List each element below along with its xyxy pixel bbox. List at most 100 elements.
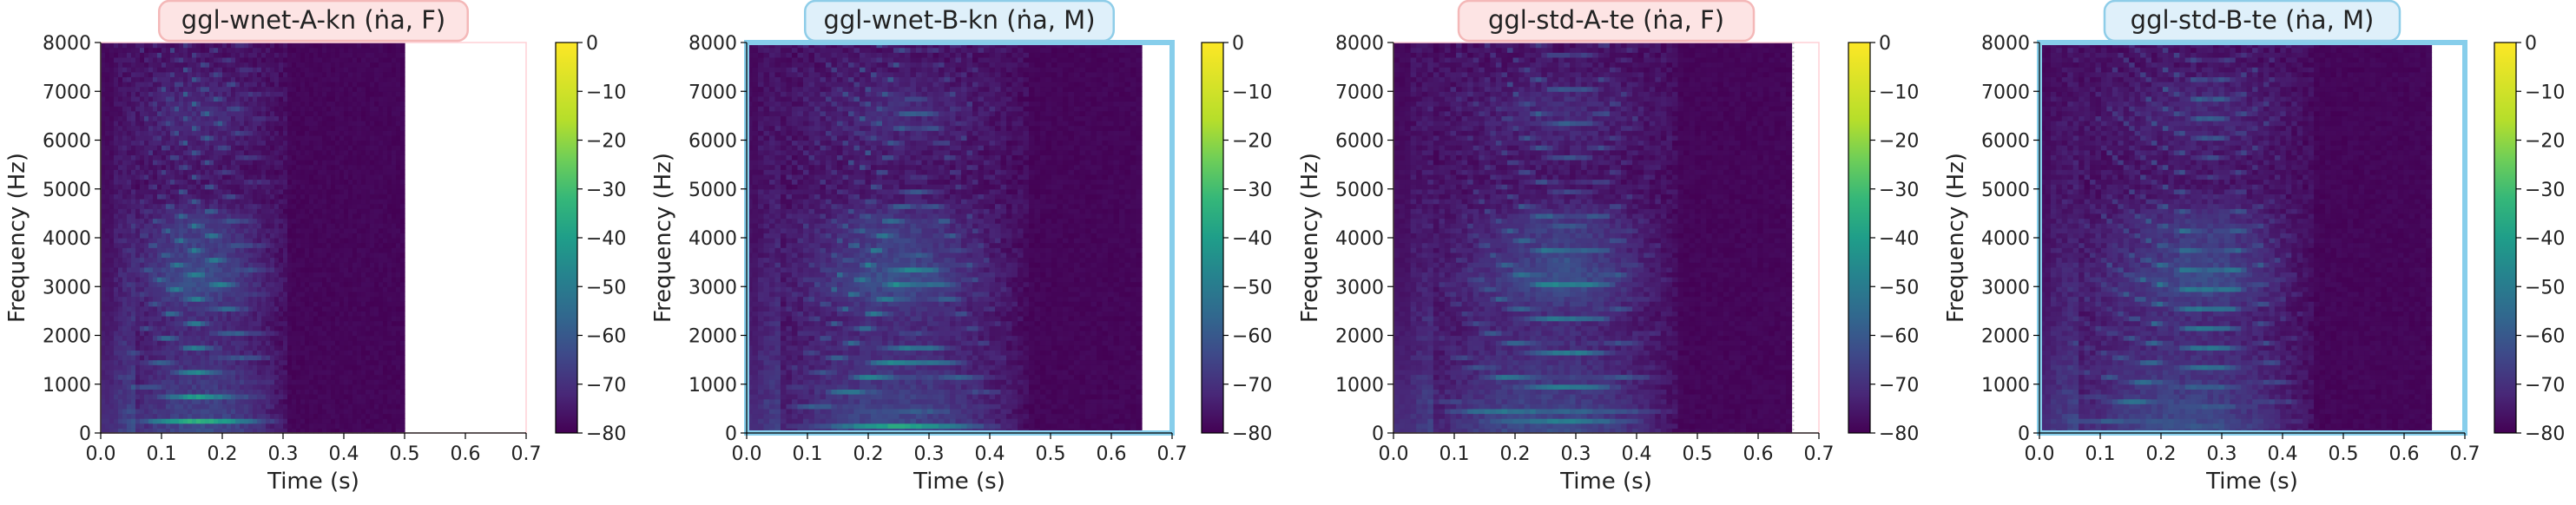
spectrogram-cell [222, 76, 227, 82]
spectrogram-cell [127, 208, 132, 214]
spectrogram-cell [331, 71, 336, 77]
spectrogram-cell [166, 389, 171, 395]
spectrogram-cell [322, 281, 327, 287]
spectrogram-cell [170, 408, 175, 415]
spectrogram-cell [266, 389, 271, 395]
spectrogram-cell [218, 418, 223, 424]
spectrogram-cell [357, 262, 362, 268]
spectrogram-cell [135, 379, 141, 385]
spectrogram-cell [105, 174, 110, 180]
spectrogram-cell [101, 330, 106, 337]
spectrogram-cell [287, 257, 293, 263]
spectrogram-cell [318, 199, 323, 205]
spectrogram-cell [331, 369, 336, 376]
spectrogram-cell [287, 91, 293, 97]
spectrogram-cell [348, 350, 353, 356]
spectrogram-cell [352, 218, 358, 224]
spectrogram-cell [240, 413, 245, 419]
spectrogram-cell [318, 208, 323, 214]
spectrogram-cell [313, 379, 319, 385]
spectrogram-cell [183, 115, 188, 121]
spectrogram-cell [218, 350, 223, 356]
spectrogram-cell [352, 125, 358, 131]
spectrogram-cell [192, 252, 197, 259]
spectrogram-cell [309, 82, 314, 88]
spectrogram-cell [357, 82, 362, 88]
spectrogram-cell [261, 252, 267, 259]
spectrogram-cell [261, 359, 267, 365]
spectrogram-cell [179, 121, 184, 127]
spectrogram-cell [348, 344, 353, 351]
spectrogram-cell [209, 330, 214, 337]
spectrogram-cell [148, 213, 154, 220]
spectrogram-cell [335, 140, 340, 146]
spectrogram-cell [101, 242, 106, 248]
spectrogram-cell [339, 121, 345, 127]
spectrogram-cell [101, 394, 106, 400]
spectrogram-cell [348, 134, 353, 141]
spectrogram-cell [209, 242, 214, 248]
spectrogram-cell [135, 389, 141, 395]
spectrogram-cell [361, 160, 366, 166]
spectrogram-cell [322, 305, 327, 312]
spectrogram-cell [101, 389, 106, 395]
spectrogram-cell [161, 62, 167, 68]
spectrogram-cell [309, 179, 314, 185]
spectrogram-cell [231, 218, 236, 224]
spectrogram-cell [170, 101, 175, 107]
spectrogram-cell [170, 252, 175, 259]
spectrogram-cell [361, 320, 366, 326]
spectrogram-cell [357, 344, 362, 351]
spectrogram-cell [114, 227, 119, 233]
spectrogram-cell [283, 188, 288, 194]
spectrogram-cell [344, 43, 349, 49]
spectrogram-cell [227, 242, 232, 248]
spectrogram-cell [131, 76, 136, 82]
spectrogram-cell [331, 82, 336, 88]
spectrogram-cell [283, 238, 288, 244]
spectrogram-cell [296, 330, 301, 337]
spectrogram-cell [157, 389, 162, 395]
spectrogram-cell [300, 52, 306, 58]
spectrogram-cell [231, 394, 236, 400]
spectrogram-cell [148, 86, 154, 92]
spectrogram-cell [214, 140, 219, 146]
spectrogram-cell [196, 272, 201, 278]
spectrogram-cell [361, 71, 366, 77]
spectrogram-cell [339, 350, 345, 356]
spectrogram-cell [274, 296, 280, 302]
spectrogram-cell [370, 291, 375, 298]
spectrogram-cell [339, 413, 345, 419]
spectrogram-cell [322, 330, 327, 337]
spectrogram-cell [231, 213, 236, 220]
spectrogram-cell [140, 355, 145, 361]
spectrogram-cell [214, 301, 219, 307]
spectrogram-cell [192, 91, 197, 97]
spectrogram-cell [366, 301, 371, 307]
spectrogram-cell [105, 277, 110, 283]
spectrogram-cell [235, 340, 240, 346]
spectrogram-cell [287, 203, 293, 209]
spectrogram-cell [161, 101, 167, 107]
spectrogram-cell [261, 286, 267, 292]
spectrogram-cell [348, 203, 353, 209]
spectrogram-cell [313, 238, 319, 244]
spectrogram-cell [192, 238, 197, 244]
spectrogram-cell [322, 418, 327, 424]
spectrogram-cell [292, 52, 297, 58]
spectrogram-cell [261, 266, 267, 272]
spectrogram-cell [157, 335, 162, 341]
spectrogram-cell [279, 208, 284, 214]
spectrogram-cell [270, 52, 275, 58]
spectrogram-cell [274, 359, 280, 365]
spectrogram-cell [274, 277, 280, 283]
spectrogram-cell [218, 374, 223, 380]
spectrogram-cell [240, 272, 245, 278]
spectrogram-cell [179, 394, 184, 400]
spectrogram-cell [205, 160, 210, 166]
spectrogram-cell [179, 311, 184, 317]
spectrogram-cell [127, 56, 132, 63]
spectrogram-cell [296, 262, 301, 268]
spectrogram-cell [331, 56, 336, 63]
